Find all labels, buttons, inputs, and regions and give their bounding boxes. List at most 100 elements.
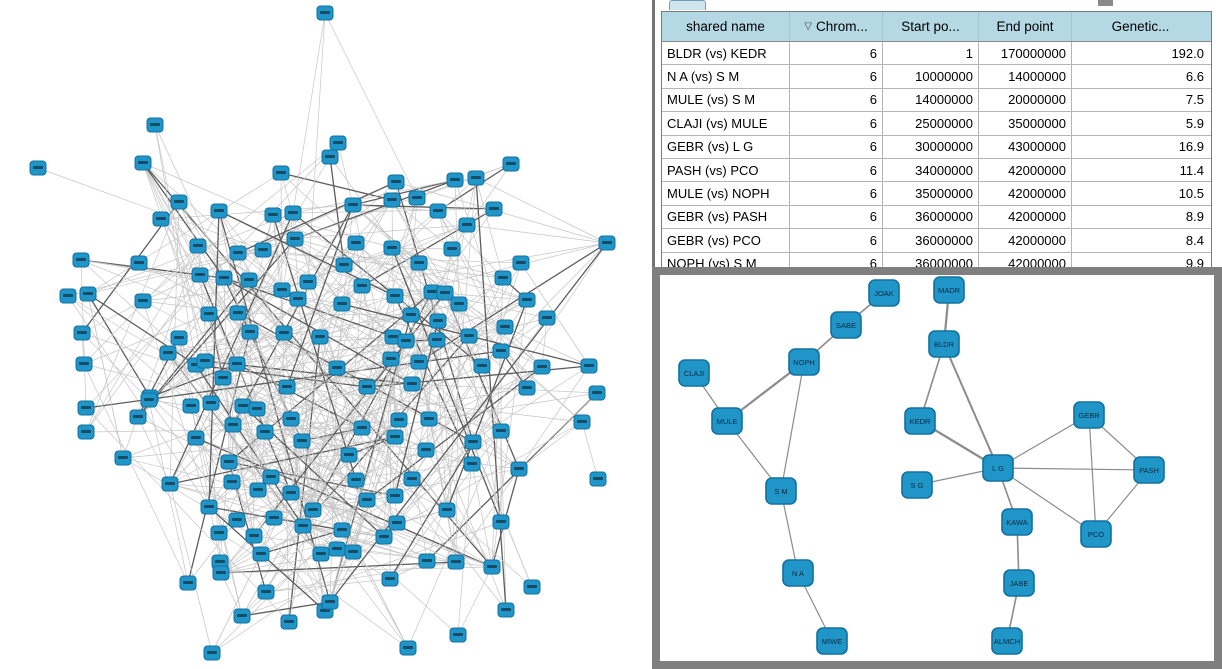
node-pco[interactable]: PCO (1080, 520, 1112, 548)
column-header-chromosome[interactable]: ▽ Chrom... (790, 12, 883, 41)
network-edge (195, 181, 397, 366)
column-header-genetic-distance[interactable]: Genetic... (1072, 12, 1209, 41)
network-edge (329, 340, 407, 603)
network-edge (286, 204, 354, 388)
network-node-label (357, 426, 367, 429)
network-node-label (454, 302, 464, 305)
node-shape[interactable] (711, 407, 743, 435)
network-node-label (214, 209, 224, 212)
network-edge (361, 427, 457, 563)
table-cell: 170000000 (979, 42, 1072, 65)
network-node-label (337, 302, 347, 305)
table-row[interactable]: PASH (vs) PCO 6 34000000 42000000 11.4 (662, 158, 1211, 183)
panel-tab[interactable] (669, 0, 706, 10)
column-label: End point (996, 19, 1054, 34)
table-row[interactable]: GEBR (vs) PASH 6 36000000 42000000 8.9 (662, 205, 1211, 230)
node-shape[interactable] (782, 559, 814, 587)
network-node-label (186, 404, 196, 407)
node-bldr[interactable]: BLDR (928, 330, 960, 358)
node-madr[interactable]: MADR (933, 276, 965, 304)
network-node-label (514, 467, 524, 470)
node-n-a[interactable]: N A (782, 559, 814, 587)
node-shape[interactable] (678, 359, 710, 387)
node-label: GEBR (1078, 411, 1100, 420)
node-noph[interactable]: NOPH (788, 348, 820, 376)
table-row[interactable]: MULE (vs) S M 6 14000000 20000000 7.5 (662, 88, 1211, 113)
node-jabe[interactable]: JABE (1003, 569, 1035, 597)
main-network-canvas[interactable] (0, 0, 652, 669)
node-pash[interactable]: PASH (1133, 456, 1165, 484)
network-edge (204, 295, 396, 362)
network-node-label (432, 338, 442, 341)
column-header-end-point[interactable]: End point (979, 12, 1072, 41)
network-node-label (401, 339, 411, 342)
node-shape[interactable] (928, 330, 960, 358)
node-claji[interactable]: CLAJI (678, 359, 710, 387)
node-shape[interactable] (788, 348, 820, 376)
node-shape[interactable] (1073, 401, 1105, 429)
node-shape[interactable] (991, 627, 1023, 655)
node-label: S M (774, 487, 787, 496)
node-layer: JOAK MADR SABE BLDR NOPH CLAJI MULE KEDR GEBR L G… (678, 276, 1165, 655)
table-row[interactable]: MULE (vs) NOPH 6 35000000 42000000 10.5 (662, 182, 1211, 206)
network-node-label (253, 488, 263, 491)
node-shape[interactable] (901, 471, 933, 499)
network-edge (292, 12, 326, 214)
network-edge (361, 285, 400, 421)
node-sabe[interactable]: SABE (830, 311, 862, 339)
node-almch[interactable]: ALMCH (991, 627, 1023, 655)
table-row[interactable]: BLDR (vs) KEDR 6 1 170000000 192.0 (662, 42, 1211, 66)
sub-network-panel[interactable]: JOAK MADR SABE BLDR NOPH CLAJI MULE KEDR GEBR L G… (652, 267, 1222, 669)
network-edge (85, 201, 180, 433)
node-kedr[interactable]: KEDR (904, 407, 936, 435)
scrollbar-thumb[interactable] (1098, 0, 1113, 6)
sub-network-canvas[interactable]: JOAK MADR SABE BLDR NOPH CLAJI MULE KEDR GEBR L G… (660, 275, 1214, 661)
node-shape[interactable] (1001, 508, 1033, 536)
node-s-g[interactable]: S G (901, 471, 933, 499)
table-row[interactable]: GEBR (vs) PCO 6 36000000 42000000 8.4 (662, 229, 1211, 253)
table-cell: 8.9 (1185, 209, 1204, 225)
table-row[interactable]: N A (vs) S M 6 10000000 14000000 6.6 (662, 65, 1211, 89)
node-l-g[interactable]: L G (982, 454, 1014, 482)
main-network-panel[interactable] (0, 0, 652, 669)
network-node-label (325, 155, 335, 158)
node-shape[interactable] (1133, 456, 1165, 484)
node-gebr[interactable]: GEBR (1073, 401, 1105, 429)
network-node-label (63, 294, 73, 297)
filter-icon[interactable]: ▽ (804, 20, 812, 32)
node-shape[interactable] (904, 407, 936, 435)
network-node-label (348, 203, 358, 206)
network-node-label (496, 429, 506, 432)
node-kawa[interactable]: KAWA (1001, 508, 1033, 536)
network-edge (199, 274, 357, 481)
table-row[interactable]: CLAJI (vs) MULE 6 25000000 35000000 5.9 (662, 112, 1211, 136)
node-mule[interactable]: MULE (711, 407, 743, 435)
column-header-start-position[interactable]: Start po... (883, 12, 979, 41)
network-edge (232, 424, 428, 562)
network-node-label (447, 247, 457, 250)
node-joak[interactable]: JOAK (868, 279, 900, 307)
network-node-label (233, 311, 243, 314)
network-edge (324, 12, 418, 199)
network-edge (301, 299, 528, 442)
network-edge (475, 177, 608, 244)
network-edge (232, 291, 433, 426)
network-node-label (320, 609, 330, 612)
node-miwe[interactable]: MIWE (816, 627, 848, 655)
node-shape[interactable] (765, 477, 797, 505)
node-shape[interactable] (868, 279, 900, 307)
network-edge (272, 214, 283, 291)
node-shape[interactable] (1080, 520, 1112, 548)
network-node-label (390, 294, 400, 297)
node-s-m[interactable]: S M (765, 477, 797, 505)
node-shape[interactable] (816, 627, 848, 655)
node-shape[interactable] (830, 311, 862, 339)
column-header-shared-name[interactable]: shared name (662, 12, 790, 41)
network-node-label (385, 577, 395, 580)
network-edge (218, 449, 427, 534)
table-cell: 42000000 (979, 229, 1072, 252)
table-row[interactable]: GEBR (vs) L G 6 30000000 43000000 16.9 (662, 135, 1211, 159)
node-shape[interactable] (982, 454, 1014, 482)
node-shape[interactable] (933, 276, 965, 304)
node-shape[interactable] (1003, 569, 1035, 597)
